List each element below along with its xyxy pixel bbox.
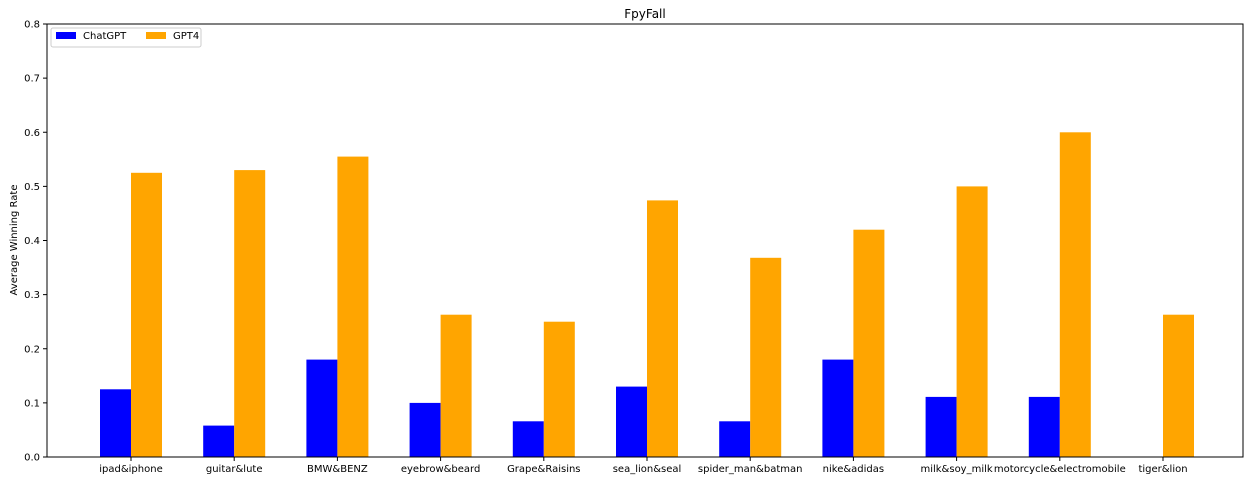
x-axis-ticks: ipad&iphone guitar&lute BMW&BENZ eyebrow&be…: [99, 457, 1188, 475]
bar-chatgpt-1: [203, 425, 235, 457]
x-tick-label: sea_lion&seal: [613, 464, 682, 475]
x-tick-label: guitar&lute: [206, 464, 263, 475]
y-tick-label: 0.8: [24, 20, 40, 31]
x-tick-label: nike&adidas: [823, 464, 884, 475]
bar-chatgpt-2: [306, 359, 338, 457]
x-tick-label: ipad&iphone: [99, 464, 162, 475]
bar-gpt4-4: [543, 321, 575, 457]
x-tick-label: motorcycle&electromobile: [994, 464, 1126, 475]
y-axis-label: Average Winning Rate: [9, 185, 20, 296]
y-tick-label: 0.3: [24, 290, 40, 301]
x-tick-label: eyebrow&beard: [401, 464, 480, 475]
x-tick-label: BMW&BENZ: [307, 464, 368, 475]
y-tick-label: 0.2: [24, 344, 40, 355]
legend-swatch-chatgpt: [56, 32, 76, 39]
y-tick-label: 0.6: [24, 128, 40, 139]
bar-gpt4-10: [1163, 314, 1194, 457]
y-tick-label: 0.1: [24, 398, 40, 409]
bar-chatgpt-3: [409, 402, 441, 457]
y-axis-ticks: 0.0 0.1 0.2 0.3 0.4 0.5 0.6 0.7 0.8: [24, 20, 47, 464]
bar-chatgpt-5: [616, 386, 647, 457]
legend: ChatGPT GPT4: [50, 27, 202, 48]
x-tick-label: spider_man&batman: [698, 464, 803, 475]
bar-gpt4-3: [440, 314, 472, 457]
y-tick-label: 0.4: [24, 236, 40, 247]
bar-gpt4-0: [131, 172, 162, 458]
bar-chatgpt-9: [1028, 396, 1060, 457]
bar-gpt4-8: [956, 186, 988, 457]
bars-group: [100, 132, 1194, 458]
bar-chatgpt-4: [512, 421, 544, 457]
bar-gpt4-1: [234, 170, 266, 457]
chart-title: FpyFall: [624, 7, 665, 21]
bar-gpt4-2: [337, 156, 369, 457]
bar-chatgpt-6: [719, 421, 751, 457]
legend-label-gpt4: GPT4: [173, 31, 199, 42]
legend-swatch-gpt4: [146, 32, 166, 39]
bar-chatgpt-0: [100, 389, 131, 457]
y-tick-label: 0.5: [24, 182, 40, 193]
bar-gpt4-9: [1059, 132, 1091, 458]
y-tick-label: 0.7: [24, 74, 40, 85]
x-tick-label: tiger&lion: [1138, 464, 1187, 475]
bar-gpt4-5: [647, 200, 678, 457]
bar-gpt4-6: [750, 257, 782, 457]
x-tick-label: milk&soy_milk: [920, 464, 992, 475]
plot-frame: [46, 23, 1244, 458]
x-tick-label: Grape&Raisins: [507, 464, 580, 475]
bar-gpt4-7: [853, 229, 885, 457]
legend-label-chatgpt: ChatGPT: [83, 31, 127, 42]
y-tick-label: 0.0: [24, 453, 40, 464]
bar-chatgpt-7: [822, 359, 854, 457]
bar-chatgpt-8: [925, 396, 957, 457]
